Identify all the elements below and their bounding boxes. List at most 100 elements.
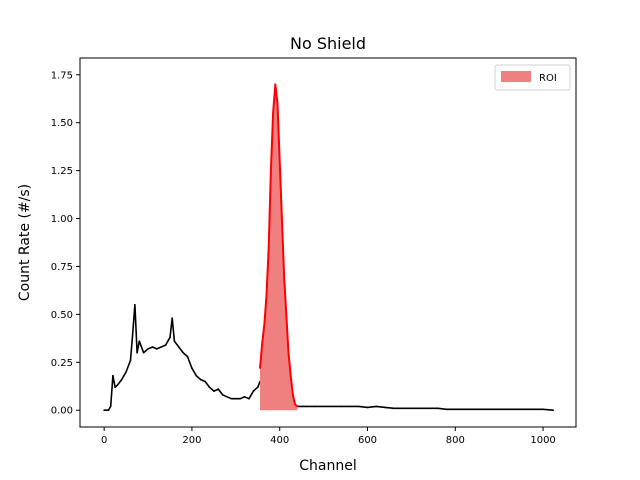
y-tick-label: 0.25 bbox=[51, 358, 73, 369]
spectrum-data-point bbox=[230, 397, 233, 400]
spectrum-data-point bbox=[480, 408, 483, 411]
spectrum-data-point bbox=[428, 407, 430, 410]
spectrum-data-point bbox=[305, 405, 307, 408]
spectrum-data-point bbox=[156, 348, 158, 350]
ticks: 0 200 400 600 800 1000 0.00 0.25 0.50 0.75 1.00 1.2… bbox=[51, 70, 556, 446]
chart-title: No Shield bbox=[290, 34, 366, 53]
spectrum-data-point bbox=[164, 344, 167, 346]
spectrum-data-point bbox=[322, 405, 325, 408]
spectrum-data-point bbox=[252, 390, 255, 392]
x-axis-label: Channel bbox=[299, 458, 356, 474]
legend-label-roi: ROI bbox=[539, 73, 557, 84]
spectrum-data-point bbox=[125, 371, 127, 373]
x-tick-label: 400 bbox=[270, 435, 289, 446]
roi-data-point bbox=[272, 112, 274, 114]
spectrum-data-point bbox=[112, 374, 114, 377]
spectrum-data-point bbox=[454, 408, 457, 411]
spectrum-data-point bbox=[445, 408, 448, 411]
spectrum-data-point bbox=[463, 408, 465, 411]
spectrum-data-point bbox=[131, 332, 134, 335]
spectrum-data-point bbox=[375, 405, 378, 408]
spectrum-data-point bbox=[248, 397, 250, 400]
legend: ROI bbox=[494, 64, 571, 91]
spectrum-data-point bbox=[116, 384, 119, 387]
spectrum-data-point bbox=[173, 340, 176, 343]
roi-data-point bbox=[289, 374, 292, 377]
roi-data-point bbox=[281, 217, 283, 220]
x-tick-label: 0 bbox=[101, 435, 107, 446]
roi-data-point bbox=[270, 169, 272, 172]
spectrum-data-point bbox=[169, 336, 171, 339]
spectrum-data-point bbox=[182, 351, 184, 354]
spectrum-data-point bbox=[507, 408, 509, 411]
spectrum-data-point bbox=[103, 409, 105, 412]
spectrum-data-point bbox=[136, 351, 138, 354]
spectrum-data-point bbox=[171, 317, 173, 320]
roi-data-point bbox=[294, 403, 296, 406]
spectrum-data-point bbox=[384, 406, 386, 409]
spectrum-data-point bbox=[489, 408, 492, 411]
roi-data-point bbox=[259, 367, 261, 369]
spectrum-data-point bbox=[151, 346, 154, 348]
axes-frame bbox=[79, 57, 577, 428]
y-tick-label: 1.00 bbox=[51, 214, 73, 225]
roi-data-point bbox=[278, 160, 281, 162]
roi-data-point bbox=[263, 323, 266, 325]
spectrum-data-point bbox=[340, 405, 343, 408]
x-tick-label: 200 bbox=[182, 435, 201, 446]
roi-fill-area bbox=[260, 84, 298, 411]
spectrum-data-point bbox=[114, 386, 116, 389]
plot-area bbox=[103, 83, 554, 412]
spectrum-data-point bbox=[436, 407, 439, 410]
spectrum-data-point bbox=[533, 408, 536, 411]
spectrum-data-point bbox=[186, 355, 189, 358]
x-tick-label: 600 bbox=[358, 435, 377, 446]
spectrum-data-point bbox=[109, 405, 112, 408]
roi-series-line bbox=[259, 83, 298, 408]
x-tick-label: 800 bbox=[446, 435, 465, 446]
y-tick-label: 1.75 bbox=[51, 70, 73, 81]
spectrum-data-point bbox=[366, 406, 369, 409]
spectrum-data-point bbox=[243, 396, 246, 398]
spectrum-data-point bbox=[178, 346, 180, 348]
spectrum-data-point bbox=[217, 388, 220, 390]
legend-swatch-roi bbox=[501, 71, 531, 82]
spectrum-data-point bbox=[221, 394, 224, 396]
y-axis-label: Count Rate (#/s) bbox=[17, 184, 33, 301]
spectrum-data-point bbox=[472, 408, 474, 411]
roi-data-point bbox=[267, 246, 270, 249]
y-tick-label: 0.75 bbox=[51, 262, 73, 273]
spectrum-data-point bbox=[191, 367, 193, 369]
roi-data-point bbox=[296, 405, 299, 408]
spectrum-data-point bbox=[357, 405, 360, 408]
spectrum-data-point bbox=[401, 407, 404, 410]
spectrum-data-point bbox=[120, 378, 123, 381]
spectrum-data-point bbox=[331, 405, 334, 408]
spectrum-data-point bbox=[239, 397, 241, 400]
roi-data-point bbox=[285, 313, 288, 316]
spectrum-data-point bbox=[524, 408, 527, 411]
y-tick-label: 1.25 bbox=[51, 166, 73, 177]
spectrum-data-point bbox=[142, 351, 145, 354]
spectrum-data-point bbox=[393, 407, 395, 410]
spectrum-data-point bbox=[147, 348, 149, 350]
spectrum-data-point bbox=[542, 408, 544, 411]
y-tick-label: 0.00 bbox=[51, 406, 73, 417]
spectrum-data-point bbox=[195, 374, 198, 377]
spectrum-data-point bbox=[419, 407, 422, 410]
spectrum-data-point bbox=[129, 359, 132, 362]
spectrum-data-point bbox=[160, 346, 162, 348]
roi-data-point bbox=[265, 294, 268, 297]
roi-data-point bbox=[292, 394, 294, 396]
spectrum-data-point bbox=[349, 405, 351, 408]
spectrum-data-point bbox=[138, 340, 141, 343]
spectrum-data-point bbox=[515, 408, 518, 411]
spectrum-series-line-2 bbox=[297, 405, 554, 411]
y-tick-label: 1.50 bbox=[51, 118, 73, 129]
spectrum-data-point bbox=[204, 380, 206, 383]
spectrum-data-point bbox=[199, 378, 202, 381]
spectrum-data-point bbox=[208, 386, 211, 389]
roi-data-point bbox=[276, 102, 279, 105]
spectrum-data-point bbox=[235, 397, 237, 400]
